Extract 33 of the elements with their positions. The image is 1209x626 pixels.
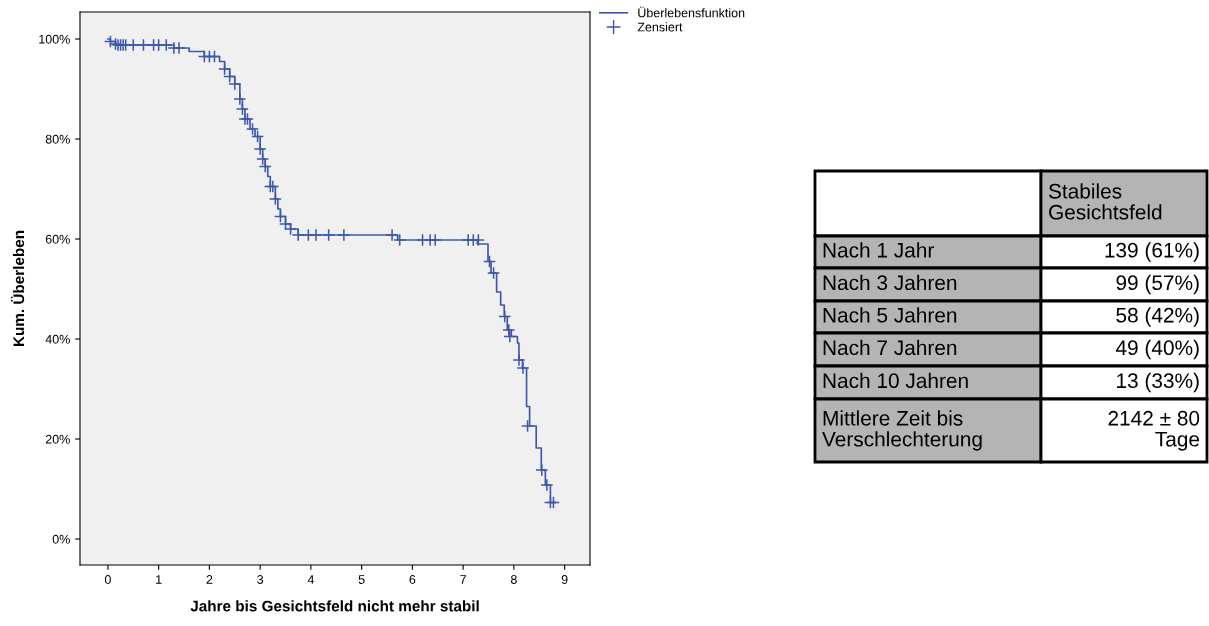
x-tick-label: 0 [104,575,111,584]
category-label: Nach 7 Jahren [823,339,957,356]
y-tick-label: 100% [39,34,70,44]
x-tick-label: 3 [257,575,264,584]
x-tick-label: 9 [561,575,568,584]
x-axis-title: Jahre bis Gesichtsfeld nicht mehr stabil [190,600,479,612]
text: 49 (40%) [1115,339,1199,360]
category-label: Nach 10 Jahren [823,372,968,389]
y-tick-label: 0% [52,534,70,544]
text: 99 (57%) [1116,274,1199,295]
x-tick-label: 1 [156,575,162,584]
text: 58 (42%) [1116,307,1199,327]
y-axis-title: Kum. Überleben [10,230,25,347]
x-tick-label: 7 [460,575,466,584]
legend-label: Zensiert [637,22,683,32]
x-tick-label: 8 [510,575,517,584]
legend-label: Überlebensfunktion [638,6,745,18]
y-tick-label: 80% [45,134,70,144]
category-label: Nach 3 Jahren [823,274,957,291]
category-label: Nach 5 Jahren [823,307,957,323]
y-tick-label: 40% [45,334,70,344]
text: 13 (33%) [1117,372,1199,393]
x-tick-label: 6 [409,575,416,584]
text: 139 (61%) [1105,242,1199,262]
y-tick-label: 60% [45,234,70,244]
y-tick-label: 20% [45,434,70,444]
text: 2142 ± 80 Tage [1108,410,1200,451]
x-tick-label: 2 [206,575,213,584]
category-label: Nach 1 Jahr [823,242,934,258]
text: Stabiles Gesichtsfeld [1048,183,1162,220]
x-tick-label: 5 [358,575,365,584]
category-label: Mittlere Zeit bis Verschlechterung [822,410,982,451]
x-tick-label: 4 [307,575,315,584]
